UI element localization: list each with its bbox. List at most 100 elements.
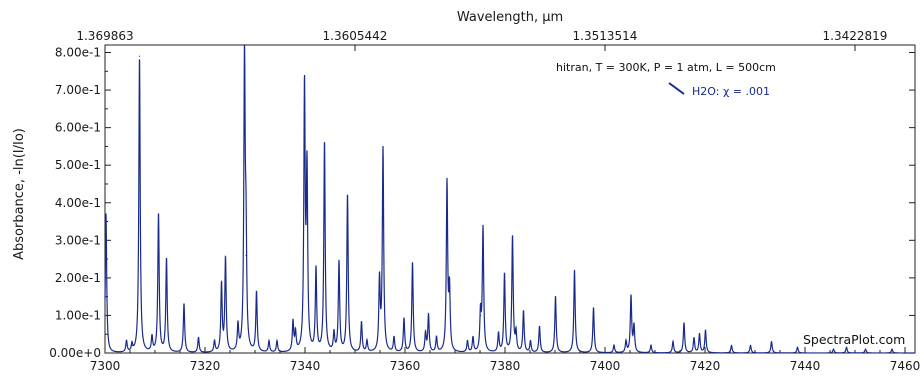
y-tick-label: 5.00e-1 [55, 158, 101, 172]
spectral-line-peak [131, 344, 133, 347]
spectral-line-peak [378, 281, 381, 283]
spectral-line-peak [382, 149, 384, 151]
tick-labels: 7300 7320 7340 7360 7380 7400 7420 7440 7460 1.36… [49, 29, 920, 373]
y-tick-label: 3.00e-1 [55, 233, 101, 247]
spectral-line-peak [105, 213, 107, 215]
x-tick-label: 7360 [390, 359, 421, 373]
legend-swatch-line [668, 82, 685, 95]
spectral-line-peak [213, 341, 216, 343]
spectral-line-peak [672, 341, 674, 343]
spectral-line-peak [411, 262, 414, 264]
spectral-line-peak [151, 337, 153, 339]
spectral-line-marks [105, 55, 893, 350]
spectral-line-peak [427, 314, 430, 317]
legend-label: H2O: χ = .001 [692, 85, 770, 98]
spectral-line-peak [268, 341, 270, 343]
spectral-line-peak [303, 89, 306, 91]
conditions-annotation: hitran, T = 300K, P = 1 atm, L = 500cm [556, 61, 776, 74]
spectral-line-peak [157, 213, 160, 215]
spectral-line-peak [165, 258, 168, 260]
x-tick-label: 7400 [590, 359, 621, 373]
spectral-line-peak [482, 228, 484, 230]
top-tick-label: 1.3605442 [323, 29, 388, 43]
spectral-line-peak [424, 333, 427, 335]
spectral-line-peak [538, 326, 541, 328]
credit-text: SpectraPlot.com [803, 332, 905, 347]
spectral-line-peak [446, 183, 448, 185]
y-tick-label: 6.00e-1 [55, 121, 101, 135]
spectral-line-peak [630, 296, 632, 298]
spectral-line-peak [625, 341, 627, 343]
spectral-line-peak [845, 346, 848, 348]
spectral-line-peak [693, 337, 695, 339]
spectral-line-peak [554, 296, 557, 298]
x-tick-label: 7340 [290, 359, 321, 373]
x-tick-label: 7440 [790, 359, 821, 373]
spectral-line-peak [698, 333, 701, 335]
spectral-line-peak [276, 341, 278, 343]
y-tick-label: 8.00e-1 [55, 46, 101, 60]
spectral-line-peak [393, 337, 395, 339]
y-tick-label: 0.00e+0 [49, 346, 101, 360]
spectral-line-peak [573, 269, 576, 271]
spectral-line-peak [306, 175, 308, 178]
plot-area [104, 44, 916, 354]
y-tick-label: 4.00e-1 [55, 196, 101, 210]
x-tick-label: 7460 [890, 359, 920, 373]
spectral-line-peak [292, 322, 294, 324]
spectral-line-peak [511, 235, 514, 238]
spectral-line-peak [255, 292, 258, 294]
spectral-line-peak [315, 269, 317, 271]
spectral-line-peak [466, 341, 469, 343]
top-tick-label: 1.3513514 [573, 29, 638, 43]
y-axis-title: Absorbance, -ln(I/Io) [12, 128, 27, 260]
spectral-line-peak [245, 254, 247, 256]
spectral-line-peak [224, 258, 227, 260]
spectral-line-peak [197, 337, 200, 339]
spectral-line-peak [125, 341, 128, 343]
spectral-line-peak [138, 55, 141, 57]
top-axis-title: Wavelength, µm [457, 10, 563, 25]
spectral-line-peak [472, 337, 474, 339]
spectral-line-peak [613, 344, 615, 347]
top-tick-label: 1.369863 [76, 29, 133, 43]
spectral-line-peak [683, 322, 685, 324]
spectral-line-peak [479, 314, 482, 317]
spectral-line-peak [294, 333, 297, 335]
spectral-line-peak [515, 333, 517, 335]
spectral-line-peak [435, 337, 438, 339]
spectral-line-peak [333, 333, 335, 335]
spectral-line-peak [237, 326, 239, 328]
spectral-line-peak [360, 322, 363, 324]
x-tick-label: 7420 [690, 359, 721, 373]
axis-ticks [104, 45, 915, 354]
spectral-line-peak [704, 329, 707, 332]
spectral-line-peak [403, 318, 405, 320]
y-tick-label: 7.00e-1 [55, 83, 101, 97]
spectral-line-peak [529, 341, 532, 343]
spectral-line-peak [650, 344, 652, 347]
spectral-line-peak [770, 341, 773, 343]
x-tick-label: 7320 [190, 359, 221, 373]
spectral-line-peak [220, 284, 223, 286]
spectral-line-peak [346, 194, 349, 196]
x-tick-label: 7380 [490, 359, 521, 373]
spectral-line-peak [338, 262, 340, 264]
spectral-line-peak [503, 273, 506, 275]
spectral-line-peak [864, 348, 867, 350]
spectral-line-peak [183, 303, 185, 305]
spectral-line-peak [891, 348, 893, 350]
spectral-line-peak [448, 292, 451, 294]
spectral-line-peak [243, 59, 246, 61]
top-tick-label: 1.3422819 [823, 29, 888, 43]
spectral-line-peak [366, 341, 368, 343]
spectral-line-peak [730, 344, 733, 347]
spectral-line-peak [832, 348, 835, 350]
spectral-line-peak [323, 142, 326, 144]
h2o-absorbance-line [104, 44, 915, 354]
y-tick-label: 1.00e-1 [55, 308, 101, 322]
spectral-line-peak [749, 344, 752, 347]
spectral-line-peak [796, 346, 799, 348]
spectral-line-peak [592, 307, 595, 309]
